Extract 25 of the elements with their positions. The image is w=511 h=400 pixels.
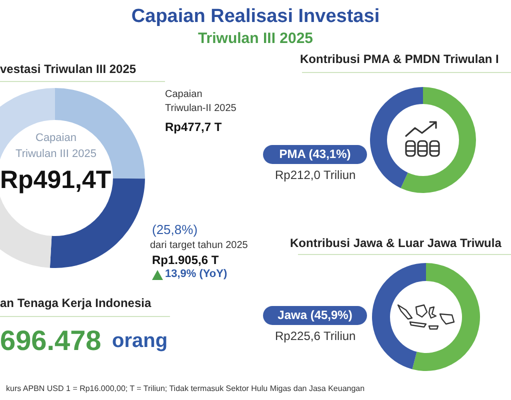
donut-slice — [412, 263, 480, 371]
text: 13,9% (YoY) — [165, 268, 228, 280]
chart-title: Kontribusi Jawa & Luar Jawa Triwula — [290, 236, 502, 250]
slice-label: Jawa (45,9%) — [263, 306, 367, 325]
text: Rp477,7 T — [165, 120, 222, 134]
text: Rp491,4T — [0, 166, 112, 195]
text: 696.478 — [0, 325, 102, 357]
donut-slice — [372, 263, 426, 370]
text: Rp1.905,6 T — [152, 253, 219, 267]
text: Capaian Realisasi Investasi — [130, 6, 381, 28]
chart-title: Kontribusi PMA & PMDN Triwulan I — [300, 52, 499, 66]
text: an Tenaga Kerja Indonesia — [0, 296, 152, 310]
text: orang — [112, 330, 168, 353]
text: Triwulan III 2025 — [196, 30, 314, 47]
text: Rp225,6 Triliun — [275, 329, 356, 343]
text: Rp212,0 Triliun — [275, 168, 356, 182]
text: (25,8%) — [152, 222, 198, 237]
text: Capaian Triwulan III 2025 — [15, 131, 97, 162]
text: dari target tahun 2025 — [150, 240, 248, 251]
slice-label: PMA (43,1%) — [263, 145, 367, 164]
text: Capaian Triwulan-II 2025 — [165, 88, 238, 116]
chart-title: vestasi Triwulan III 2025 — [0, 62, 136, 76]
donut-slice — [370, 87, 423, 188]
donut-slice — [400, 87, 476, 193]
text: kurs APBN USD 1 = Rp16.000,00; T = Triliun; Tidak termasuk Sektor Hulu Migas dan Jasa Keuangan — [6, 384, 365, 393]
